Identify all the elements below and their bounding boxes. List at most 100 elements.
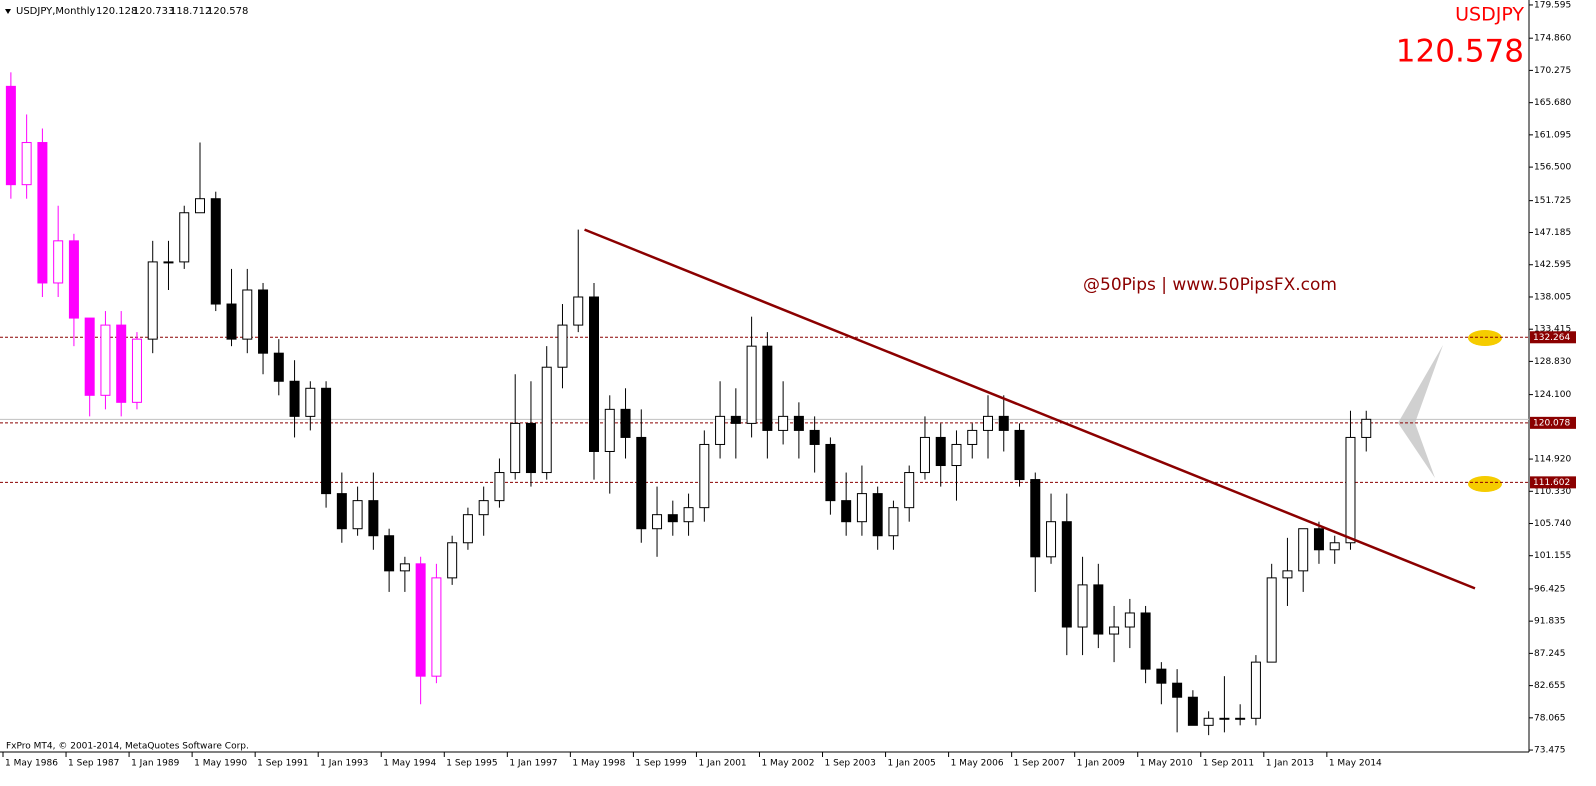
- candle-body: [699, 443, 710, 509]
- y-tick-label: 161.095: [1534, 130, 1571, 140]
- candle-body: [1235, 717, 1246, 720]
- y-tick-label: 174.860: [1534, 34, 1571, 44]
- candle-body: [1093, 584, 1104, 635]
- y-tick-label: 96.425: [1534, 584, 1566, 594]
- candle-body: [935, 436, 946, 467]
- candle-body: [321, 387, 332, 495]
- candle-body: [1250, 661, 1261, 719]
- candle-body: [431, 577, 442, 677]
- candle-body: [1203, 717, 1214, 726]
- x-tick-label: 1 Sep 1999: [635, 759, 687, 769]
- candle-body: [131, 338, 142, 403]
- y-tick-label: 147.185: [1534, 228, 1571, 238]
- candle-body: [951, 443, 962, 467]
- candle-body: [1140, 612, 1151, 670]
- level-label: 132.264: [1533, 333, 1570, 343]
- symbol: USDJPY: [1455, 4, 1524, 26]
- candle-body: [242, 289, 253, 340]
- y-tick-label: 151.725: [1534, 196, 1571, 206]
- candle-body: [336, 493, 347, 530]
- menu-triangle: [5, 9, 11, 14]
- candle-body: [1030, 479, 1041, 558]
- candle-body: [1014, 429, 1025, 481]
- x-tick-label: 1 Jan 2005: [888, 759, 936, 769]
- x-tick-label: 1 Sep 1987: [68, 759, 119, 769]
- candle-body: [793, 415, 804, 431]
- candle-body: [998, 415, 1009, 431]
- candle-body: [100, 324, 111, 396]
- x-tick-label: 1 Jan 1989: [131, 759, 179, 769]
- candle-body: [730, 415, 741, 424]
- ohlc-value: 120.578: [207, 6, 248, 17]
- candle-body: [1329, 542, 1340, 551]
- footer: FxPro MT4, © 2001-2014, MetaQuotes Softw…: [6, 742, 249, 752]
- candle-body: [856, 493, 867, 523]
- y-tick-label: 82.655: [1534, 681, 1566, 691]
- candle-body: [68, 240, 79, 319]
- candle-body: [1156, 668, 1167, 684]
- candle-body: [919, 436, 930, 474]
- x-tick-label: 1 Jan 2013: [1266, 759, 1314, 769]
- candle-body: [652, 514, 663, 530]
- ohlc-value: 120.128: [96, 6, 137, 17]
- candle-body: [226, 303, 237, 340]
- y-tick-label: 110.330: [1534, 487, 1571, 497]
- level-label-bg: [1530, 476, 1576, 489]
- x-tick-label: 1 Jan 1997: [509, 759, 557, 769]
- candle-body: [210, 198, 221, 305]
- y-tick-label: 165.680: [1534, 98, 1571, 108]
- x-tick-label: 1 May 2014: [1329, 759, 1382, 769]
- candle-body: [573, 296, 584, 326]
- candle-body: [983, 415, 993, 431]
- x-tick-label: 1 Jan 1993: [320, 759, 368, 769]
- x-tick-label: 1 May 1998: [572, 759, 625, 769]
- candle-body: [510, 422, 521, 474]
- x-tick-label: 1 May 1994: [383, 759, 436, 769]
- candle-body: [53, 240, 64, 284]
- x-tick-label: 1 May 2010: [1140, 759, 1193, 769]
- candle-body: [1061, 521, 1072, 628]
- candle-body: [825, 443, 836, 502]
- candle-body: [37, 142, 48, 284]
- candle-body: [179, 212, 190, 263]
- candle-body: [809, 429, 820, 445]
- x-tick-label: 1 Sep 2011: [1203, 759, 1254, 769]
- candle-body: [1187, 696, 1198, 726]
- ohlc-value: 120.733: [133, 6, 174, 17]
- candle-body: [462, 514, 473, 544]
- candle-body: [1109, 626, 1120, 635]
- candle-body: [1219, 717, 1230, 720]
- y-tick-label: 170.275: [1534, 66, 1571, 76]
- candle-body: [21, 142, 32, 186]
- y-tick-label: 78.065: [1534, 713, 1566, 723]
- x-tick-label: 1 Sep 2007: [1014, 759, 1065, 769]
- arrow-shape: [1398, 345, 1443, 478]
- candle-body: [1046, 521, 1057, 558]
- candle-body: [258, 289, 269, 354]
- candle-body: [1124, 612, 1135, 628]
- x-tick-label: 1 Jan 2001: [698, 759, 746, 769]
- candle-body: [195, 198, 205, 214]
- x-tick-label: 1 May 1986: [5, 759, 58, 769]
- candle-body: [683, 507, 694, 523]
- x-tick-label: 1 Sep 1995: [446, 759, 497, 769]
- candle-body: [904, 472, 915, 509]
- ohlc-value: 118.712: [170, 6, 211, 17]
- y-tick-label: 101.155: [1534, 551, 1571, 561]
- candle-body: [604, 408, 615, 452]
- candle-body: [620, 408, 631, 438]
- x-tick-label: 1 Sep 1991: [257, 759, 308, 769]
- candle-body: [762, 345, 773, 431]
- y-tick-label: 128.830: [1534, 357, 1571, 367]
- candle-body: [667, 514, 678, 523]
- y-tick-label: 73.475: [1534, 746, 1566, 756]
- marker: [1468, 330, 1502, 346]
- candle-body: [447, 542, 458, 579]
- level-label: 120.078: [1533, 418, 1570, 428]
- candle-body: [352, 500, 363, 530]
- candle-body: [778, 415, 789, 431]
- x-tick-label: 1 May 1990: [194, 759, 247, 769]
